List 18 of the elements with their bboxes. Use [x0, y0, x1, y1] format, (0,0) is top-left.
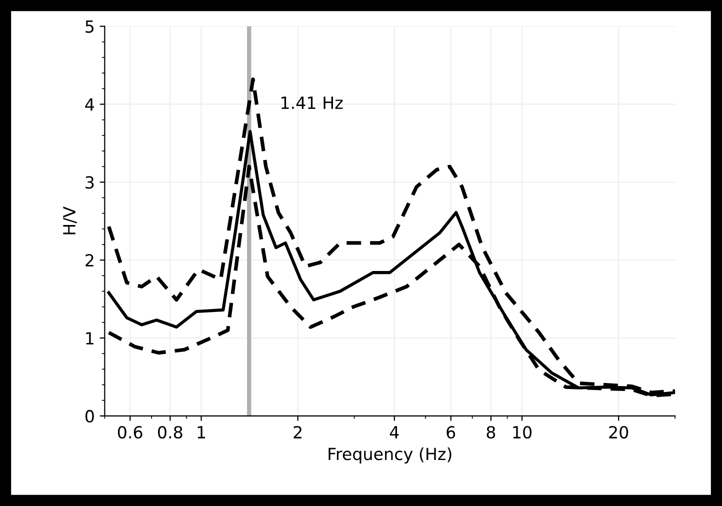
x-tick-label: 6 [446, 426, 456, 439]
ref-line-label: 1.41 Hz [282, 96, 343, 109]
x-tick-label: 1 [198, 426, 206, 438]
x-tick-label: 0.6 [118, 426, 142, 439]
y-axis-title: H/V [63, 206, 77, 234]
y-tick-label: 1 [86, 332, 94, 344]
x-tick-label: 10 [513, 426, 532, 439]
x-tick-label: 2 [294, 426, 302, 438]
y-tick-label: 3 [86, 176, 94, 189]
x-tick-label: 0.8 [158, 426, 182, 439]
y-tick-label: 0 [85, 410, 94, 422]
x-tick-label: 20 [609, 426, 628, 439]
x-tick-label: 4 [390, 426, 399, 438]
y-tick-label: 4 [85, 98, 94, 111]
x-tick-label: 8 [486, 426, 496, 439]
y-tick-label: 5 [86, 20, 94, 33]
x-axis-title: Frequency (Hz) [328, 447, 452, 464]
y-tick-label: 2 [86, 254, 94, 266]
